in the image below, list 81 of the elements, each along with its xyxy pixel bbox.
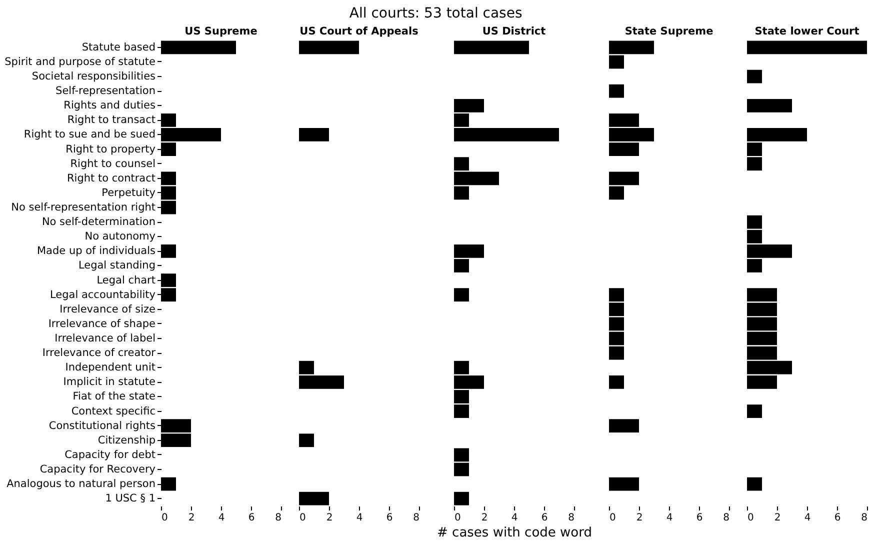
y-tick-label: No autonomy bbox=[84, 230, 156, 243]
bar bbox=[299, 434, 314, 448]
x-tick-label: 8 bbox=[413, 512, 420, 524]
x-tick-label: 6 bbox=[541, 512, 548, 524]
x-tick-label: 0 bbox=[748, 512, 754, 524]
y-tick-label: Irrelevance of size bbox=[60, 303, 156, 316]
x-tick-label: 4 bbox=[218, 512, 225, 524]
y-tick-label: Right to counsel bbox=[70, 158, 156, 170]
y-tick-label: Spirit and purpose of statute bbox=[4, 56, 156, 68]
y-tick-label: Independent unit bbox=[65, 362, 156, 374]
y-tick-label: Analogous to natural person bbox=[6, 478, 156, 490]
y-tick-label: Capacity for debt bbox=[64, 448, 156, 461]
y-tick-label: No self-representation right bbox=[11, 202, 156, 214]
y-tick-label: Self-representation bbox=[56, 85, 156, 98]
x-tick-label: 0 bbox=[162, 512, 168, 524]
bar bbox=[747, 70, 762, 84]
x-tick-label: 8 bbox=[723, 512, 730, 524]
x-tick-label: 6 bbox=[834, 512, 841, 524]
x-tick-label: 2 bbox=[326, 512, 333, 524]
x-tick-label: 6 bbox=[248, 512, 255, 524]
y-tick-label: Perpetuity bbox=[102, 186, 156, 199]
y-tick-label: Irrelevance of label bbox=[54, 332, 156, 344]
bar bbox=[454, 288, 469, 302]
chart-title: State lower Court bbox=[754, 26, 860, 38]
x-tick-label: 0 bbox=[454, 512, 461, 524]
y-tick-label: Statute based bbox=[82, 41, 156, 54]
y-tick-label: Legal accountability bbox=[50, 288, 156, 301]
x-axis-title: # cases with code word bbox=[437, 526, 592, 540]
y-tick-label: Legal chart bbox=[96, 274, 156, 286]
text: All courts: 53 total cases bbox=[349, 6, 522, 22]
y-tick-label: Fiat of the state bbox=[72, 390, 156, 403]
x-tick-label: 2 bbox=[636, 512, 643, 524]
x-tick-label: 0 bbox=[300, 512, 306, 524]
bar bbox=[747, 98, 792, 112]
y-tick-label: Citizenship bbox=[98, 434, 156, 446]
y-tick-label: Irrelevance of shape bbox=[48, 318, 156, 330]
bar bbox=[299, 40, 359, 54]
bar bbox=[609, 84, 624, 98]
chart-title: US Supreme bbox=[184, 26, 258, 38]
y-tick-label: Right to property bbox=[66, 143, 156, 156]
x-tick-label: 8 bbox=[275, 512, 282, 524]
y-tick-label: Legal standing bbox=[78, 260, 156, 272]
x-tick-label: 4 bbox=[356, 512, 363, 524]
chart-title: US District bbox=[482, 26, 546, 38]
x-tick-label: 4 bbox=[666, 512, 673, 524]
bar bbox=[747, 404, 762, 418]
x-tick-label: 2 bbox=[481, 512, 488, 524]
bar bbox=[454, 40, 529, 54]
bar bbox=[609, 375, 624, 389]
bar bbox=[609, 419, 639, 433]
x-tick-label: 2 bbox=[188, 512, 195, 524]
chart-title: State Supreme bbox=[624, 26, 714, 38]
x-tick-label: 6 bbox=[386, 512, 393, 524]
bar bbox=[161, 477, 176, 491]
y-tick-label: Right to sue and be sued bbox=[24, 128, 156, 141]
x-tick-label: 4 bbox=[804, 512, 811, 524]
bar bbox=[609, 477, 639, 491]
y-tick-label: Context specific bbox=[71, 405, 156, 418]
y-tick-label: No self-determination bbox=[42, 216, 156, 228]
bar bbox=[161, 40, 236, 54]
x-tick-label: 8 bbox=[861, 512, 868, 524]
chart-title: US Court of Appeals bbox=[300, 26, 418, 38]
y-tick-label: Capacity for Recovery bbox=[40, 463, 156, 476]
bar bbox=[747, 40, 867, 54]
x-tick-label: 4 bbox=[511, 512, 518, 524]
x-tick-label: 6 bbox=[696, 512, 703, 524]
x-tick-label: 0 bbox=[610, 512, 616, 524]
y-tick-label: Implicit in statute bbox=[63, 376, 156, 388]
x-tick-label: 2 bbox=[774, 512, 781, 524]
bar bbox=[161, 244, 176, 258]
y-tick-label: 1 USC § 1 bbox=[105, 492, 156, 505]
y-tick-label: Irrelevance of creator bbox=[42, 347, 156, 360]
y-tick-label: Societal responsibilities bbox=[32, 70, 156, 83]
bar bbox=[299, 128, 329, 142]
x-tick-label: 8 bbox=[568, 512, 574, 524]
y-tick-label: Constitutional rights bbox=[48, 420, 156, 432]
y-tick-label: Made up of individuals bbox=[37, 245, 156, 258]
y-tick-label: Right to transact bbox=[67, 114, 156, 126]
bar bbox=[747, 477, 762, 491]
y-tick-label: Right to contract bbox=[67, 172, 156, 184]
y-tick-label: Rights and duties bbox=[64, 100, 156, 112]
